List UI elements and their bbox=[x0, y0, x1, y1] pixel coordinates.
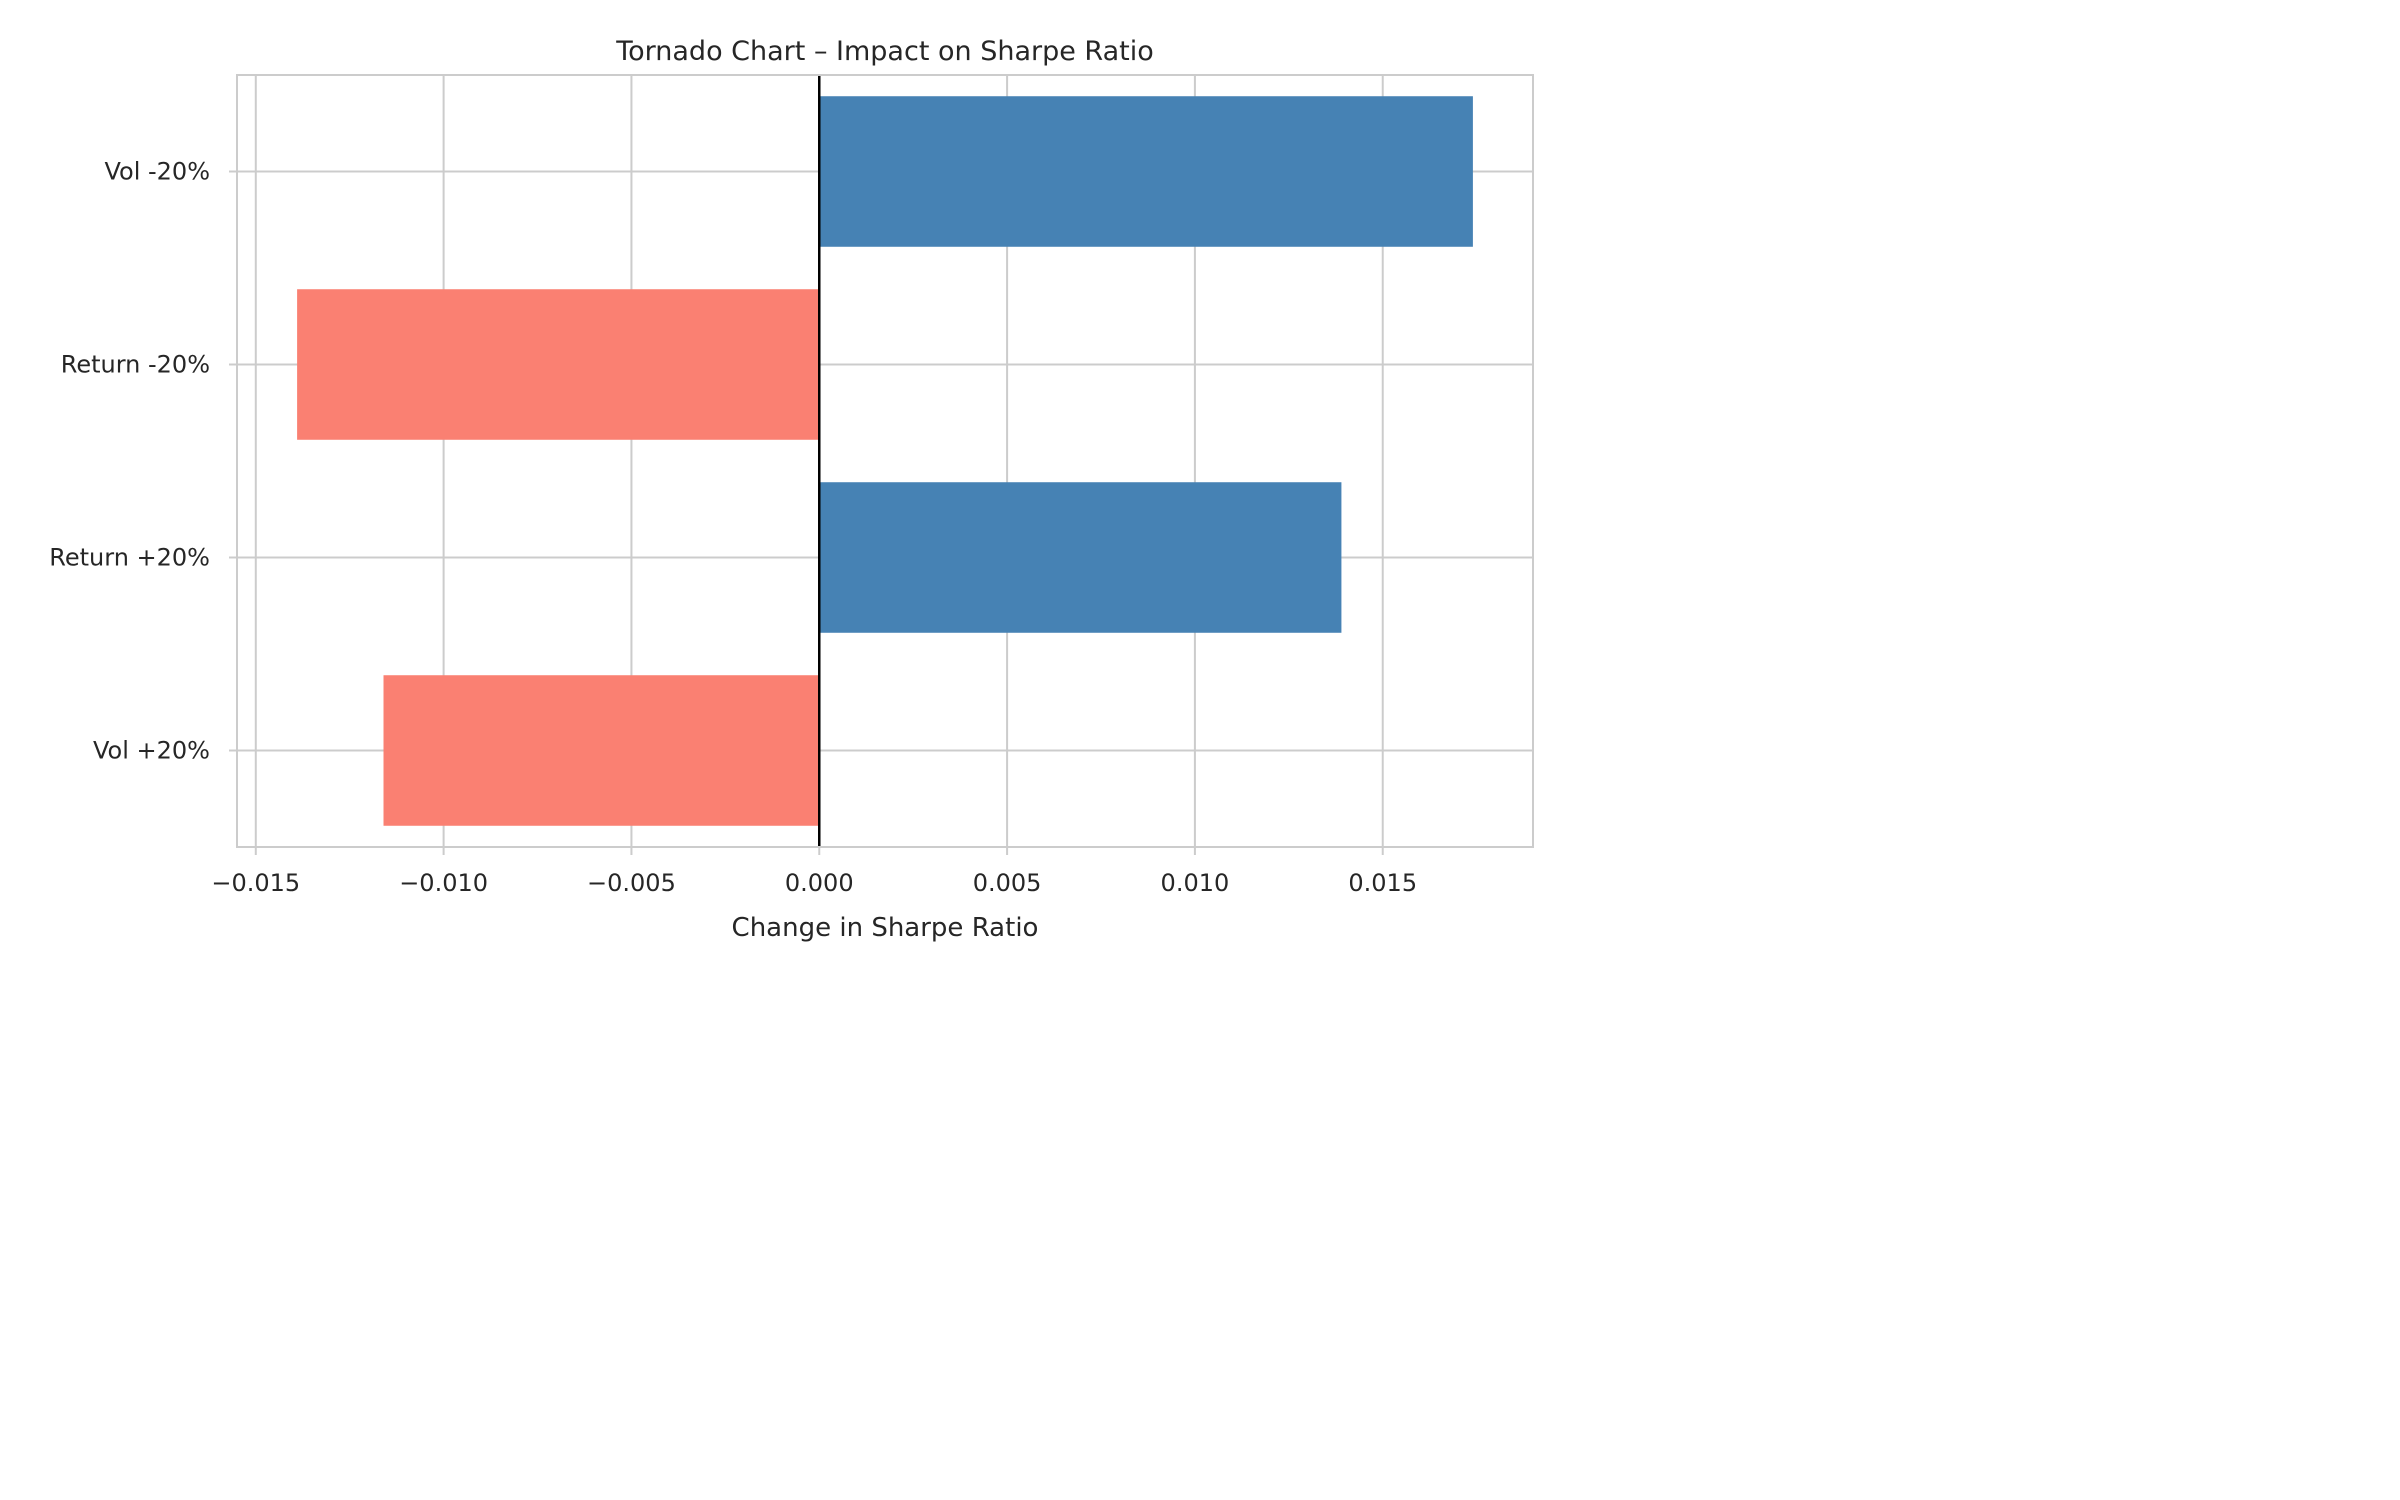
y-tick-label: Vol -20% bbox=[104, 158, 210, 186]
bar-return-20 bbox=[819, 482, 1342, 633]
chart-title: Tornado Chart – Impact on Sharpe Ratio bbox=[615, 36, 1154, 67]
tornado-chart: Tornado Chart – Impact on Sharpe Ratio V… bbox=[49, 36, 1534, 943]
x-axis-tick-labels: −0.015 −0.010 −0.005 0.000 0.005 0.010 0.015 bbox=[211, 869, 1417, 897]
x-tick-label: 0.005 bbox=[973, 869, 1042, 897]
x-tick-label: −0.005 bbox=[587, 869, 676, 897]
y-tick-label: Vol +20% bbox=[93, 737, 210, 765]
x-tick-label: 0.000 bbox=[785, 869, 854, 897]
plot-frame bbox=[236, 74, 1534, 848]
bar-vol-20 bbox=[819, 96, 1473, 247]
bar-vol-20 bbox=[383, 675, 820, 826]
bars bbox=[297, 96, 1473, 826]
bar-return-20 bbox=[297, 289, 820, 440]
x-tick-label: 0.010 bbox=[1161, 869, 1230, 897]
y-tick-label: Return +20% bbox=[49, 544, 210, 572]
x-axis-label: Change in Sharpe Ratio bbox=[732, 913, 1039, 943]
x-tick-label: 0.015 bbox=[1348, 869, 1417, 897]
x-tick-label: −0.010 bbox=[399, 869, 488, 897]
x-tick-label: −0.015 bbox=[211, 869, 300, 897]
y-axis-tick-labels: Vol -20% Return -20% Return +20% Vol +20% bbox=[49, 158, 210, 765]
y-tick-label: Return -20% bbox=[61, 351, 210, 379]
